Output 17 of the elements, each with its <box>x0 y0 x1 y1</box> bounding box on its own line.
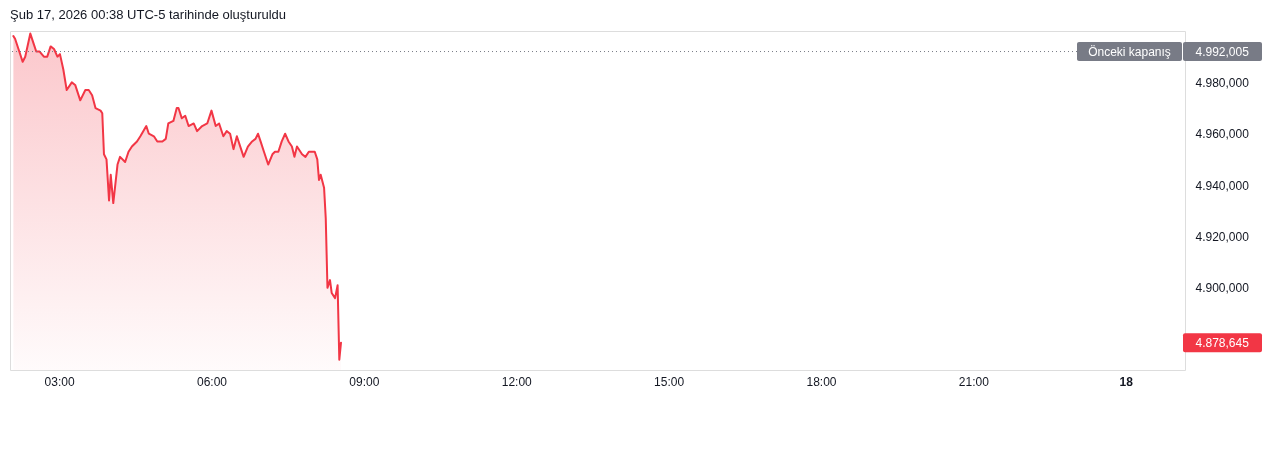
y-tick-label: 4.960,000 <box>1195 127 1250 142</box>
x-tick-label: 15:00 <box>654 374 685 389</box>
y-tick-label: 4.940,000 <box>1195 178 1250 193</box>
y-tick-label: 4.878,645 <box>1195 336 1250 351</box>
y-tick-label: 4.980,000 <box>1195 75 1250 90</box>
y-tick-label: 4.992,005 <box>1195 45 1250 60</box>
x-tick-label: 21:00 <box>958 374 990 389</box>
x-tick-label: 18:00 <box>806 374 837 389</box>
ref-line-label: Önceki kapanış <box>1088 44 1171 59</box>
y-tick-label: 4.900,000 <box>1195 281 1250 296</box>
x-tick-label: 18 <box>1119 374 1134 389</box>
y-tick-label: 4.920,000 <box>1195 229 1250 244</box>
x-tick-label: 06:00 <box>196 374 228 389</box>
x-tick-label: 03:00 <box>44 374 75 389</box>
x-tick-label: 12:00 <box>501 374 533 389</box>
x-tick-label: 09:00 <box>349 374 380 389</box>
chart-title: Şub 17, 2026 00:38 UTC-5 tarihinde oluşturuldu <box>10 7 287 22</box>
